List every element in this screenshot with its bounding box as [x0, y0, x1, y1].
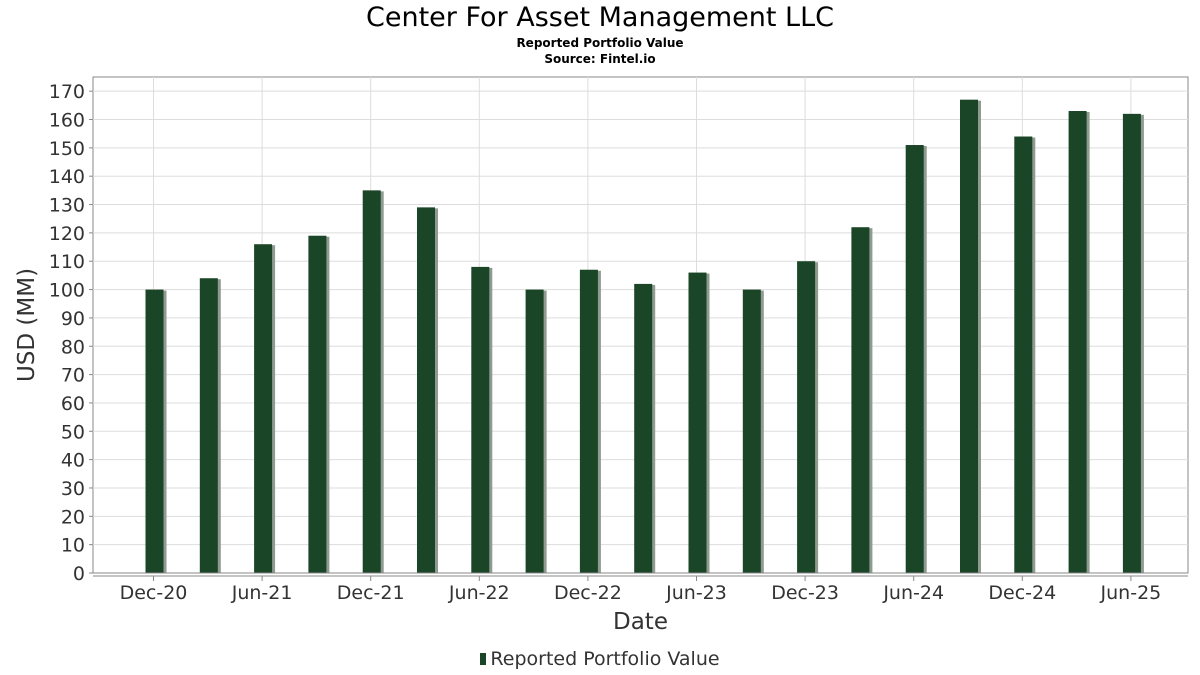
y-tick-label: 130: [49, 195, 85, 217]
y-tick-label: 40: [61, 450, 85, 472]
bar: [1122, 113, 1141, 574]
y-tick-label: 120: [49, 223, 85, 245]
bar: [471, 266, 490, 573]
y-tick-label: 110: [49, 251, 85, 273]
y-tick-label: 90: [61, 308, 85, 330]
x-tick-label: Jun-22: [448, 582, 510, 604]
legend: Reported Portfolio Value: [0, 647, 1200, 671]
x-tick-label: Jun-25: [1100, 582, 1162, 604]
y-tick-label: 50: [61, 421, 85, 443]
bar: [960, 99, 978, 573]
bar: [1014, 136, 1033, 573]
bar: [797, 261, 816, 573]
bar: [525, 289, 544, 573]
x-axis-title: Date: [613, 609, 668, 635]
y-tick-label: 70: [61, 365, 85, 387]
x-tick-label: Dec-21: [337, 582, 405, 604]
x-tick-label: Dec-22: [554, 582, 622, 604]
x-tick-label: Jun-24: [882, 582, 944, 604]
bar: [1068, 111, 1087, 574]
chart-subtitle: Reported Portfolio Value: [516, 36, 684, 50]
bar: [579, 269, 598, 573]
y-tick-label: 160: [49, 110, 85, 132]
bar: [634, 283, 653, 573]
y-tick-label: 170: [49, 81, 85, 103]
x-tick-label: Jun-23: [665, 582, 727, 604]
bar: [145, 289, 164, 573]
bar: [742, 289, 761, 573]
bar: [905, 145, 924, 573]
y-tick-label: 10: [61, 535, 85, 557]
bar: [851, 227, 870, 573]
bar: [254, 244, 273, 574]
legend-label: Reported Portfolio Value: [490, 648, 720, 670]
y-tick-label: 80: [61, 336, 85, 358]
y-tick-label: 30: [61, 478, 85, 500]
bar: [308, 235, 327, 573]
y-tick-label: 150: [49, 138, 85, 160]
chart-title: Center For Asset Management LLC: [366, 2, 834, 33]
legend-swatch: [480, 653, 487, 665]
y-tick-label: 100: [49, 280, 85, 302]
x-tick-label: Dec-20: [120, 582, 188, 604]
chart-source: Source: Fintel.io: [544, 52, 656, 66]
y-tick-label: 60: [61, 393, 85, 415]
bar: [199, 278, 218, 573]
y-tick-label: 140: [49, 166, 85, 188]
bar: [362, 190, 381, 573]
y-tick-label: 20: [61, 506, 85, 528]
x-tick-label: Dec-23: [771, 582, 839, 604]
y-tick-label: 0: [73, 563, 85, 585]
x-tick-label: Dec-24: [988, 582, 1056, 604]
x-tick-label: Jun-21: [231, 582, 293, 604]
bar: [688, 272, 707, 573]
y-axis-title: USD (MM): [14, 268, 40, 382]
bar: [417, 207, 435, 573]
